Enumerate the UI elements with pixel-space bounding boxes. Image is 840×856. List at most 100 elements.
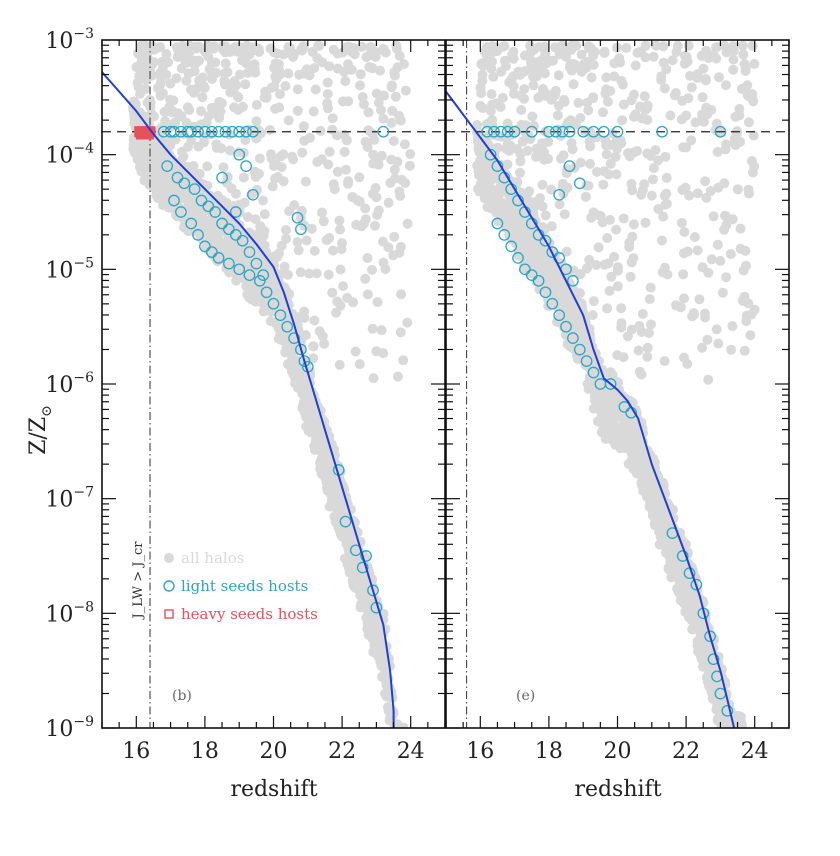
halo-point: [546, 94, 557, 105]
halo-point: [389, 164, 400, 175]
halo-point: [741, 310, 752, 321]
halo-point: [331, 130, 342, 141]
halo-point: [370, 220, 380, 231]
halo-point: [475, 82, 486, 93]
halo-point: [378, 236, 388, 247]
halo-point: [728, 733, 738, 743]
halo-point: [628, 463, 639, 474]
halo-point: [328, 44, 339, 55]
y-tick-label: 10−4: [45, 141, 94, 169]
halo-point: [346, 545, 357, 556]
light-seed-point: [553, 309, 566, 322]
halo-point: [222, 67, 233, 78]
light-seed-point: [546, 297, 559, 310]
halo-point: [728, 54, 739, 65]
halo-point: [728, 741, 738, 751]
halo-point: [642, 469, 653, 480]
halo-point: [400, 85, 411, 96]
halo-point: [605, 158, 616, 169]
halo-point: [367, 46, 378, 57]
light-seed-point: [188, 183, 201, 195]
halo-point: [743, 117, 754, 128]
halo-point: [682, 246, 693, 257]
halo-point: [729, 731, 739, 741]
light-seed-point: [240, 160, 252, 172]
halo-point: [651, 40, 662, 51]
light-seed-point: [267, 297, 280, 310]
halo-point: [308, 353, 319, 364]
light-seed-point: [185, 125, 198, 138]
light-seed-point: [498, 229, 511, 241]
halo-point: [387, 729, 397, 739]
halo-point: [598, 393, 609, 404]
halo-point: [731, 748, 741, 758]
halo-point: [288, 154, 299, 165]
halo-point: [387, 105, 398, 116]
halo-point: [242, 212, 253, 222]
halo-point: [614, 393, 624, 404]
halo-point: [626, 95, 637, 106]
halo-point: [546, 184, 557, 195]
halo-point: [136, 54, 147, 64]
halo-point: [679, 227, 690, 237]
halo-point: [398, 355, 409, 366]
legend-halo-marker: [164, 553, 174, 563]
halo-point: [486, 89, 497, 100]
halo-point: [221, 177, 232, 188]
light-seed-point: [253, 274, 266, 287]
light-seed-point: [676, 550, 689, 562]
halo-point: [720, 211, 731, 222]
light-seed-point: [549, 125, 562, 138]
halo-point: [591, 132, 602, 143]
light-seed-point: [281, 320, 294, 333]
halo-point: [508, 81, 519, 92]
halo-point: [697, 342, 708, 353]
halo-point: [692, 245, 703, 256]
plot-area: [446, 40, 789, 782]
halo-point: [334, 359, 345, 370]
halo-point: [659, 83, 670, 94]
light-seed-point: [243, 269, 256, 281]
halo-point: [198, 207, 209, 217]
halo-point: [748, 130, 759, 141]
halo-point: [477, 58, 488, 69]
halo-point: [163, 149, 174, 160]
light-seed-point: [339, 515, 352, 528]
light-seed-point: [236, 234, 249, 247]
halo-point: [684, 190, 694, 201]
halo-point: [601, 149, 612, 160]
light-seed-point: [546, 246, 559, 258]
halo-point: [386, 80, 397, 91]
halo-point: [526, 57, 536, 67]
halo-point: [388, 136, 399, 146]
halo-point: [390, 775, 400, 785]
light-seed-point: [178, 177, 191, 190]
halo-point: [189, 55, 200, 66]
halo-point: [328, 478, 339, 489]
halo-point: [720, 727, 723, 728]
halo-point: [229, 102, 240, 113]
halo-point: [335, 264, 346, 275]
halo-point: [668, 571, 679, 582]
halo-point: [258, 195, 268, 206]
halo-point: [498, 41, 508, 52]
halo-point: [739, 772, 749, 782]
halo-point: [264, 276, 275, 287]
halo-point: [566, 40, 577, 51]
halo-point: [585, 158, 596, 169]
halo-point: [386, 704, 397, 715]
halo-point: [586, 212, 597, 223]
halo-point: [746, 156, 757, 166]
halo-point: [588, 93, 599, 104]
halo-point: [371, 346, 382, 357]
halo-point: [148, 154, 159, 165]
halo-point: [618, 352, 629, 363]
light-seed-point: [491, 217, 504, 230]
halo-point: [376, 105, 386, 115]
halo-point: [730, 140, 741, 150]
halo-point: [282, 269, 293, 280]
halo-point: [360, 203, 371, 214]
halo-point: [601, 72, 612, 83]
halo-point: [725, 43, 736, 54]
halo-point: [181, 117, 192, 128]
